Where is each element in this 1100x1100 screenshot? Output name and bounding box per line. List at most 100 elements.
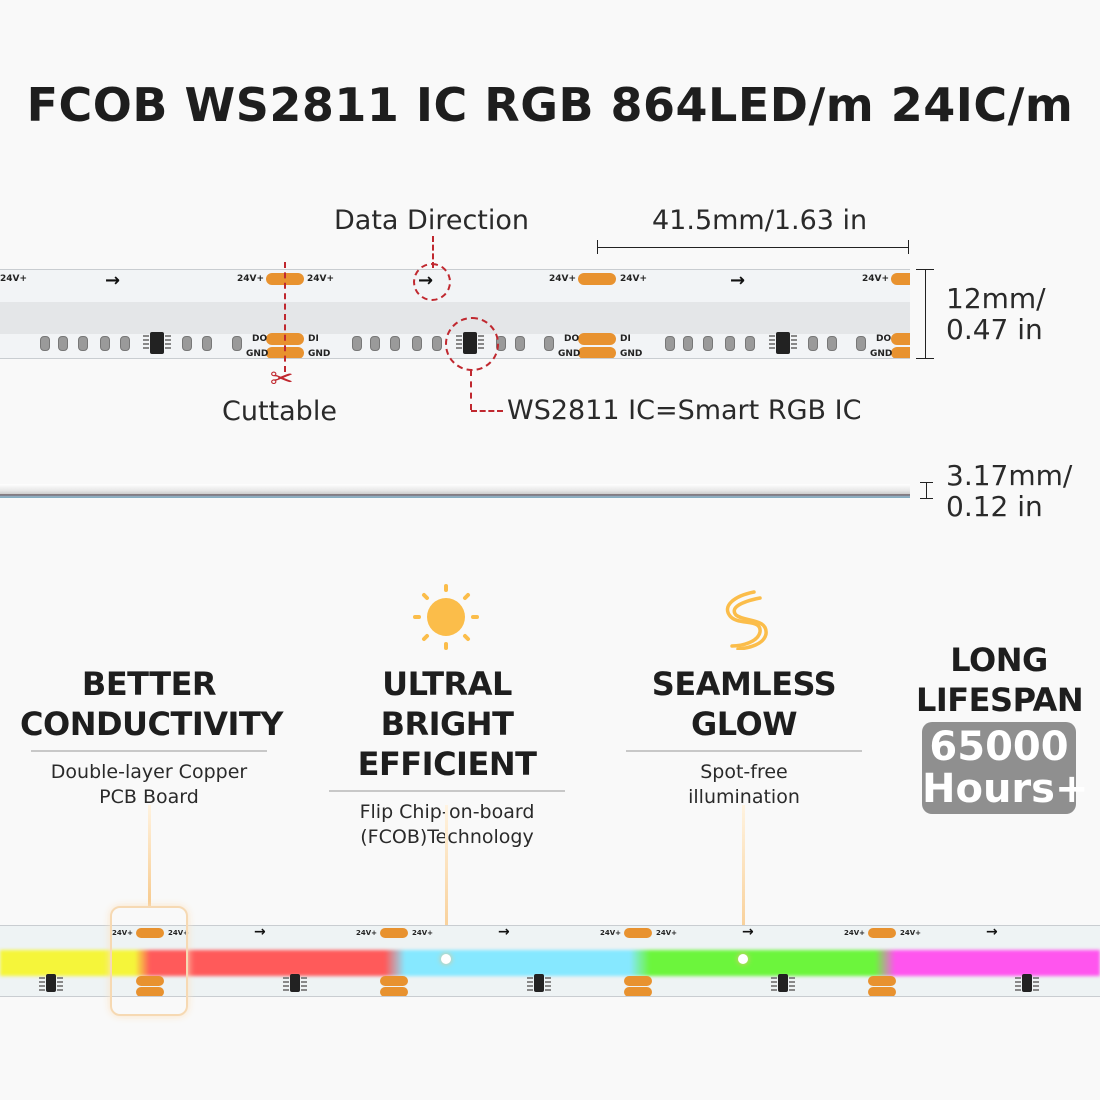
- solder-pad: [380, 987, 408, 996]
- resistor: [683, 336, 693, 351]
- pad-label: 24V+: [620, 274, 648, 284]
- sun-icon: [412, 583, 480, 655]
- solder-pad: [891, 347, 910, 358]
- width-dim-line1: 12mm/: [946, 282, 1046, 315]
- width-dimension-label: 12mm/ 0.47 in: [946, 283, 1046, 345]
- solder-pad: [578, 333, 616, 345]
- solder-pad: [380, 928, 408, 938]
- resistor: [808, 336, 818, 351]
- badge-unit: Hours+: [922, 766, 1089, 812]
- feature-long-lifespan: LONG LIFESPAN 65000 Hours+: [916, 640, 1089, 814]
- resistor: [58, 336, 68, 351]
- pad-label: 24V+: [549, 274, 577, 284]
- pad-label: 24V+: [900, 929, 922, 937]
- pad-label: DI: [308, 334, 319, 344]
- resistor: [515, 336, 525, 351]
- callout-line: [742, 805, 745, 955]
- feature-seamless-glow: SEAMLESS GLOW Spot-free illumination: [614, 664, 874, 810]
- led-strip-rgb: 24V+ 24V+ 24V+ 24V+ 24V+ 24V+ 24V+ 24V+ …: [0, 925, 1100, 997]
- pad-label: DI: [620, 334, 631, 344]
- arrow-right-icon: →: [730, 270, 746, 291]
- ic-chip: [527, 974, 551, 993]
- wave-icon: [716, 588, 772, 654]
- solder-pad: [891, 333, 910, 345]
- scissors-icon: ✂: [270, 362, 294, 395]
- ic-leader: [470, 370, 472, 410]
- callout-line: [445, 805, 448, 955]
- pad-label: 24V+: [0, 274, 28, 284]
- feature-desc: illumination: [688, 786, 800, 808]
- cut-line: [284, 262, 286, 372]
- divider: [626, 750, 862, 752]
- thickness-dim-line1: 3.17mm/: [946, 459, 1073, 492]
- resistor: [40, 336, 50, 351]
- feature-title: GLOW: [690, 705, 798, 743]
- resistor: [856, 336, 866, 351]
- solder-pad: [578, 347, 616, 358]
- divider: [31, 750, 267, 752]
- pad-label: 24V+: [168, 929, 190, 937]
- ic-leader: [471, 410, 503, 412]
- pad-label: 24V+: [862, 274, 890, 284]
- solder-pad: [578, 273, 616, 285]
- ic-chip: [143, 332, 171, 354]
- callout-dot: [441, 954, 451, 964]
- pad-label: GND: [246, 349, 269, 359]
- pad-label: 24V+: [237, 274, 265, 284]
- ic-chip: [39, 974, 63, 993]
- pad-label: 24V+: [112, 929, 134, 937]
- solder-pad: [380, 976, 408, 986]
- resistor: [232, 336, 242, 351]
- solder-pad: [891, 273, 910, 285]
- arrow-right-icon: →: [254, 925, 266, 940]
- solder-pad: [868, 987, 896, 996]
- resistor: [182, 336, 192, 351]
- feature-desc: PCB Board: [99, 786, 199, 808]
- cut-point-highlight: [110, 906, 188, 1016]
- capacitor: [745, 336, 755, 351]
- feature-title: EFFICIENT: [357, 745, 537, 783]
- capacitor: [120, 336, 130, 351]
- solder-pad: [624, 928, 652, 938]
- solder-pad: [868, 976, 896, 986]
- resistor: [703, 336, 713, 351]
- pad-label: 24V+: [307, 274, 335, 284]
- feature-title: ULTRAL BRIGHT: [380, 665, 514, 743]
- pad-label: 24V+: [412, 929, 434, 937]
- pad-label: 24V+: [844, 929, 866, 937]
- feature-title: CONDUCTIVITY: [20, 705, 283, 743]
- resistor: [78, 336, 88, 351]
- solder-pad: [136, 976, 164, 986]
- feature-title: LIFESPAN: [916, 681, 1084, 719]
- ic-chip: [283, 974, 307, 993]
- solder-pad: [136, 987, 164, 996]
- solder-pad: [624, 976, 652, 986]
- thickness-dim-line2: 0.12 in: [946, 490, 1043, 523]
- length-dimension-label: 41.5mm/1.63 in: [652, 205, 868, 236]
- ic-label: WS2811 IC=Smart RGB IC: [507, 395, 862, 426]
- data-direction-leader: [432, 236, 434, 268]
- capacitor: [432, 336, 442, 351]
- ic-chip: [1015, 974, 1039, 993]
- dim-tick: [920, 498, 933, 499]
- thickness-dimension-line: [926, 482, 927, 499]
- pad-label: GND: [308, 349, 331, 359]
- solder-pad: [868, 928, 896, 938]
- dim-tick: [916, 358, 934, 359]
- arrow-right-icon: →: [742, 925, 754, 940]
- feature-better-conductivity: BETTER CONDUCTIVITY Double-layer Copper …: [20, 664, 283, 810]
- resistor: [412, 336, 422, 351]
- resistor: [827, 336, 837, 351]
- thickness-dimension-label: 3.17mm/ 0.12 in: [946, 460, 1072, 522]
- callout-line: [148, 805, 151, 908]
- page-title: FCOB WS2811 IC RGB 864LED/m 24IC/m: [26, 78, 1074, 132]
- pad-label: DO: [876, 334, 892, 344]
- arrow-right-icon: →: [105, 270, 121, 291]
- arrow-right-icon: →: [986, 925, 998, 940]
- feature-title: LONG: [950, 641, 1048, 679]
- divider: [329, 790, 565, 792]
- dim-tick: [916, 269, 934, 270]
- resistor: [352, 336, 362, 351]
- rgb-glow-band: [0, 950, 1100, 976]
- lifespan-badge: 65000 Hours+: [922, 722, 1089, 814]
